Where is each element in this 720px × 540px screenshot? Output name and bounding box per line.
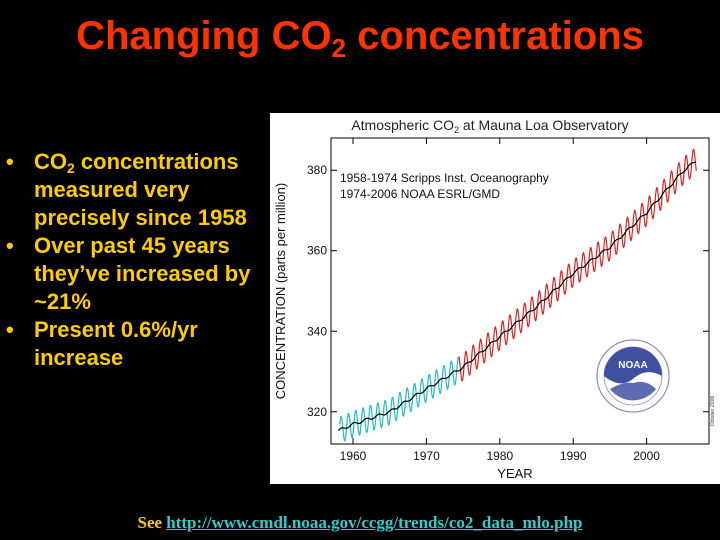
- legend-entry-noaa: 1974-2006 NOAA ESRL/GMD: [340, 187, 500, 201]
- chart-title: Atmospheric CO2 at Mauna Loa Observatory: [351, 117, 628, 135]
- date-note: October 2006: [710, 396, 716, 427]
- x-tick-label: 1990: [560, 449, 587, 463]
- slide-title: Changing CO2 concentrations: [76, 14, 644, 63]
- plot-frame: [330, 137, 710, 445]
- axis-ticks: 1960 1970 1980 1990 2000 320 340 360 380: [307, 138, 709, 463]
- co2-chart: Atmospheric CO2 at Mauna Loa Observatory…: [270, 113, 720, 484]
- bullet-item-3: • Present 0.6%/yr increase: [6, 317, 198, 370]
- bullet-dot-icon: •: [6, 233, 14, 258]
- x-tick-label: 1960: [340, 449, 367, 463]
- x-axis-label: YEAR: [497, 466, 532, 481]
- x-tick-label: 2000: [633, 449, 660, 463]
- footer-link[interactable]: http://www.cmdl.noaa.gov/ccgg/trends/co2…: [166, 513, 583, 532]
- y-tick-label: 360: [307, 244, 327, 258]
- chart-series: [337, 148, 697, 442]
- bullet-item-2: • Over past 45 years they’ve increased by…: [6, 233, 251, 314]
- x-tick-label: 1970: [413, 449, 440, 463]
- bullet-list: • CO2 concentrations measured very precis…: [6, 148, 264, 372]
- noaa-logo-text: NOAA: [618, 360, 647, 371]
- y-axis-label: CONCENTRATION (parts per million): [273, 183, 288, 399]
- noaa-logo-icon: NOAA: [596, 339, 670, 413]
- bullet-item-1: • CO2 concentrations measured very precis…: [6, 149, 247, 230]
- footer-reference: See http://www.cmdl.noaa.gov/ccgg/trends…: [0, 513, 720, 533]
- bullet-dot-icon: •: [6, 317, 14, 342]
- series-line-scripps: [339, 356, 460, 442]
- series-line-trend: [337, 161, 697, 432]
- chart-svg: Atmospheric CO2 at Mauna Loa Observatory…: [273, 117, 716, 481]
- x-tick-label: 1980: [486, 449, 513, 463]
- y-tick-label: 380: [307, 163, 327, 177]
- y-tick-label: 320: [307, 405, 327, 419]
- footer-see-label: See: [137, 513, 163, 532]
- y-tick-label: 340: [307, 324, 327, 338]
- series-line-noaa: [458, 148, 697, 382]
- legend-entry-scripps: 1958-1974 Scripps Inst. Oceanography: [340, 171, 549, 185]
- bullet-dot-icon: •: [6, 149, 14, 174]
